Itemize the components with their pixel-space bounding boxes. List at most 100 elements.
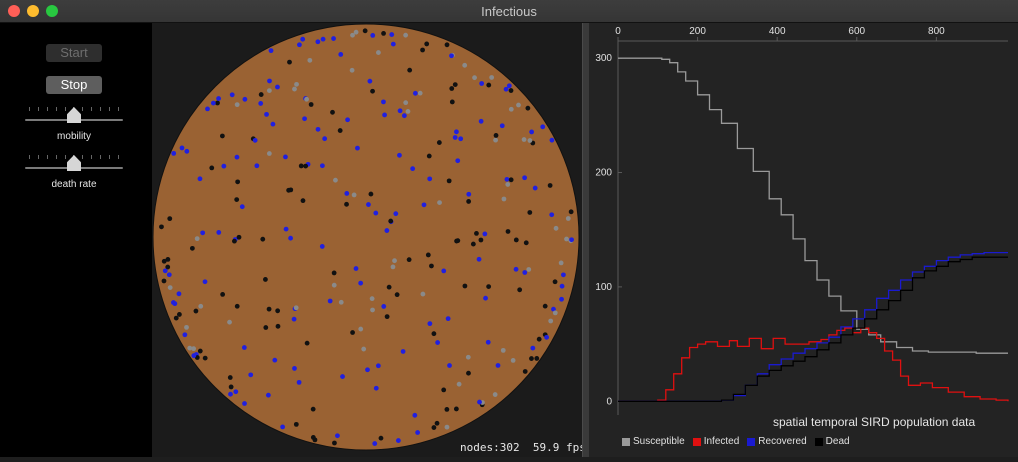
particle <box>517 287 523 293</box>
particle <box>205 106 210 112</box>
particle <box>296 379 302 385</box>
particle <box>510 358 516 363</box>
particle <box>552 279 558 285</box>
particle <box>315 126 321 132</box>
particle <box>300 36 306 42</box>
particle <box>536 336 542 342</box>
legend-item-infected: Infected <box>692 436 739 447</box>
particle <box>548 318 554 324</box>
particle <box>390 41 396 47</box>
particle <box>449 99 455 105</box>
particle <box>194 236 200 242</box>
particle <box>493 133 499 138</box>
particle <box>465 354 471 360</box>
series-line-susceptible <box>618 57 1008 354</box>
particle <box>435 340 440 345</box>
particle <box>529 129 535 135</box>
particle <box>454 129 459 135</box>
particle <box>476 256 482 262</box>
particle <box>320 36 326 42</box>
particle <box>441 268 447 274</box>
particle <box>466 191 472 197</box>
particle <box>332 440 337 446</box>
stop-button[interactable]: Stop <box>46 76 102 94</box>
slider-knob[interactable] <box>67 155 81 171</box>
particle <box>405 108 411 114</box>
particle <box>233 389 239 395</box>
particle <box>522 270 528 275</box>
particle <box>228 384 234 390</box>
particle <box>337 128 343 133</box>
particle <box>551 306 556 312</box>
particle <box>300 198 306 204</box>
simulation-arena <box>152 23 580 451</box>
particle <box>513 266 519 272</box>
particle <box>338 299 344 305</box>
particle <box>372 441 378 446</box>
start-button[interactable]: Start <box>46 44 102 62</box>
particle <box>375 363 381 369</box>
chart-title: spatial temporal SIRD population data <box>773 415 976 429</box>
death-rate-slider[interactable] <box>25 151 123 175</box>
close-button[interactable] <box>8 5 20 17</box>
particle <box>445 316 451 322</box>
particle <box>165 257 171 262</box>
particle <box>508 106 514 112</box>
particle <box>234 197 240 203</box>
particle <box>165 264 171 270</box>
particle <box>434 420 440 426</box>
particle <box>552 310 558 316</box>
particle <box>525 105 531 111</box>
split-divider[interactable] <box>582 23 590 457</box>
particle <box>159 224 164 230</box>
particle <box>456 381 462 387</box>
particle <box>400 349 406 354</box>
particle <box>504 176 510 182</box>
particle <box>407 67 413 73</box>
particle <box>280 424 286 430</box>
particle <box>417 90 423 96</box>
particle <box>384 228 390 233</box>
x-tick-label: 600 <box>848 26 865 37</box>
particle <box>446 178 452 184</box>
particle <box>370 307 375 313</box>
node-layer <box>159 28 574 446</box>
particle <box>191 353 197 359</box>
particle <box>283 226 289 232</box>
particle <box>373 385 379 391</box>
particle <box>441 387 447 393</box>
particle <box>351 192 357 198</box>
particle <box>427 176 433 182</box>
particle <box>508 88 514 93</box>
particle <box>559 296 564 302</box>
particle <box>241 345 247 350</box>
particle <box>258 101 264 106</box>
particle <box>202 355 208 361</box>
particle <box>431 425 437 430</box>
mobility-label: mobility <box>57 131 91 142</box>
particle <box>235 179 241 185</box>
particle <box>412 412 418 418</box>
mobility-slider[interactable] <box>25 103 123 127</box>
y-tick-label: 200 <box>595 168 612 179</box>
particle <box>393 211 399 217</box>
particle <box>330 109 335 115</box>
particle <box>304 96 309 102</box>
particle <box>392 258 397 264</box>
maximize-button[interactable] <box>46 5 58 17</box>
particle <box>558 260 564 266</box>
particle <box>287 59 292 65</box>
particle <box>335 433 340 439</box>
window-title: Infectious <box>481 4 537 19</box>
particle <box>466 370 471 376</box>
particle <box>506 83 512 89</box>
particle <box>319 163 325 169</box>
chart-panel: 0 200 400 600 800 0 100 200 300 spatial temporal… <box>590 23 1018 457</box>
particle <box>161 278 167 284</box>
minimize-button[interactable] <box>27 5 39 17</box>
series-line-recovered <box>618 251 1008 402</box>
slider-knob[interactable] <box>67 107 81 123</box>
particle <box>449 53 454 59</box>
particle <box>410 166 416 172</box>
particle <box>522 175 528 181</box>
